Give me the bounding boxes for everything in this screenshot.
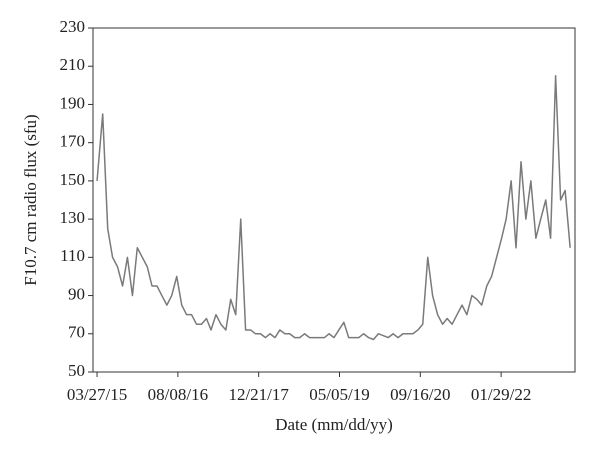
y-tick-label: 190: [60, 93, 86, 112]
x-axis-title: Date (mm/dd/yy): [275, 415, 393, 434]
y-tick-label: 110: [60, 246, 85, 265]
flux-line: [96, 75, 571, 341]
y-tick-label: 90: [68, 284, 85, 303]
x-tick-label: 12/21/17: [228, 385, 289, 404]
y-tick-label: 150: [60, 170, 86, 189]
y-tick-label: 170: [60, 132, 86, 151]
y-axis-title: F10.7 cm radio flux (sfu): [21, 114, 40, 285]
x-tick-label: 03/27/15: [67, 385, 127, 404]
plot-frame: [92, 27, 576, 373]
y-tick-label: 210: [60, 55, 86, 74]
y-tick-label: 50: [68, 361, 85, 380]
x-tick-label: 08/08/16: [148, 385, 208, 404]
x-tick-label: 09/16/20: [390, 385, 450, 404]
y-tick-label: 70: [68, 323, 85, 342]
y-tick-label: 130: [60, 208, 86, 227]
x-tick-label: 05/05/19: [309, 385, 369, 404]
y-tick-label: 230: [60, 17, 86, 36]
x-tick-label: 01/29/22: [471, 385, 531, 404]
